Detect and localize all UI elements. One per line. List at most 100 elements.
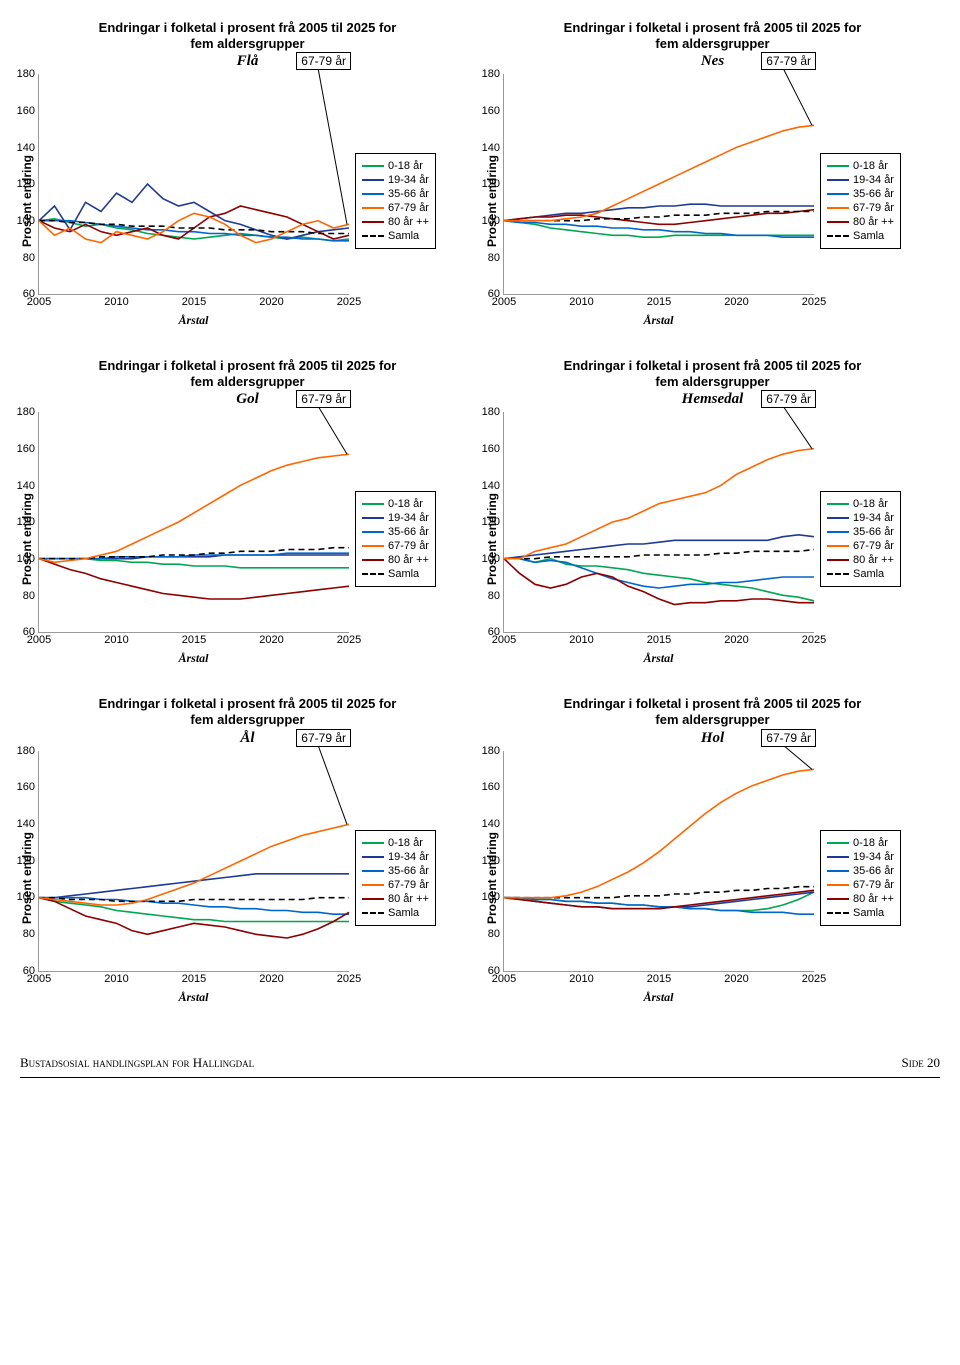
- legend-label: 19-34 år: [853, 512, 894, 524]
- chart-subtitle: Nes: [485, 53, 940, 70]
- legend-item: Samla: [362, 230, 429, 242]
- legend-label: 0-18 år: [853, 160, 888, 172]
- legend-item: 67-79 år: [827, 540, 894, 552]
- legend-item: Samla: [362, 907, 429, 919]
- y-tick: 80: [23, 252, 39, 264]
- x-axis-label: Årstal: [503, 313, 814, 328]
- legend-item: 80 år ++: [827, 893, 894, 905]
- y-axis-label: Prosent endring: [20, 832, 34, 924]
- callout-label: 67-79 år: [296, 390, 351, 408]
- x-axis-label: Årstal: [38, 651, 349, 666]
- x-tick: 2020: [259, 632, 283, 646]
- legend-label: 35-66 år: [388, 526, 429, 538]
- chart-title: Endringar i folketal i prosent frå 2005 …: [20, 696, 475, 727]
- legend-item: 19-34 år: [362, 174, 429, 186]
- y-axis-label: Prosent endring: [20, 155, 34, 247]
- legend-item: 19-34 år: [362, 512, 429, 524]
- y-tick: 140: [17, 480, 39, 492]
- legend-label: 0-18 år: [853, 837, 888, 849]
- x-axis-label: Årstal: [38, 313, 349, 328]
- legend-item: 0-18 år: [362, 498, 429, 510]
- legend-label: Samla: [853, 230, 884, 242]
- x-tick: 2010: [569, 632, 593, 646]
- y-tick: 180: [482, 68, 504, 80]
- chart-legend: 0-18 år19-34 år35-66 år67-79 år80 år ++S…: [355, 491, 436, 587]
- legend-label: 35-66 år: [388, 865, 429, 877]
- chart-panel-ål: Endringar i folketal i prosent frå 2005 …: [20, 696, 475, 1004]
- legend-label: 80 år ++: [388, 216, 429, 228]
- legend-item: 35-66 år: [362, 526, 429, 538]
- x-tick: 2005: [492, 971, 516, 985]
- legend-label: 0-18 år: [388, 498, 423, 510]
- x-tick: 2020: [724, 632, 748, 646]
- legend-item: 35-66 år: [827, 526, 894, 538]
- legend-item: 35-66 år: [827, 188, 894, 200]
- y-tick: 100: [17, 215, 39, 227]
- x-axis-label: Årstal: [503, 651, 814, 666]
- legend-item: 80 år ++: [827, 554, 894, 566]
- footer-page: Side 20: [902, 1055, 940, 1071]
- y-tick: 180: [17, 406, 39, 418]
- x-tick: 2025: [337, 971, 361, 985]
- chart-panel-gol: Endringar i folketal i prosent frå 2005 …: [20, 358, 475, 666]
- chart-title: Endringar i folketal i prosent frå 2005 …: [20, 358, 475, 389]
- legend-item: 0-18 år: [362, 837, 429, 849]
- legend-label: 0-18 år: [388, 837, 423, 849]
- chart-plot: 6080100120140160180 20052010201520202025…: [38, 74, 349, 295]
- legend-label: 67-79 år: [388, 202, 429, 214]
- legend-label: 0-18 år: [853, 498, 888, 510]
- x-axis-label: Årstal: [38, 990, 349, 1005]
- legend-item: 19-34 år: [362, 851, 429, 863]
- callout-label: 67-79 år: [761, 52, 816, 70]
- legend-label: Samla: [388, 230, 419, 242]
- legend-label: 19-34 år: [388, 174, 429, 186]
- legend-label: 80 år ++: [853, 893, 894, 905]
- chart-title: Endringar i folketal i prosent frå 2005 …: [485, 358, 940, 389]
- x-tick: 2010: [104, 632, 128, 646]
- y-tick: 180: [482, 745, 504, 757]
- chart-panel-nes: Endringar i folketal i prosent frå 2005 …: [485, 20, 940, 328]
- legend-item: 0-18 år: [827, 160, 894, 172]
- legend-item: Samla: [362, 568, 429, 580]
- x-tick: 2010: [569, 294, 593, 308]
- y-tick: 180: [17, 68, 39, 80]
- x-tick: 2025: [802, 971, 826, 985]
- x-tick: 2015: [647, 971, 671, 985]
- chart-plot: 6080100120140160180 20052010201520202025…: [38, 751, 349, 972]
- x-tick: 2020: [259, 971, 283, 985]
- legend-item: 19-34 år: [827, 851, 894, 863]
- legend-label: 67-79 år: [388, 879, 429, 891]
- chart-legend: 0-18 år 19-34 år 35-66 år 67-79 år 80 år ++ S…: [355, 830, 436, 926]
- y-tick: 160: [482, 105, 504, 117]
- y-tick: 160: [17, 781, 39, 793]
- chart-subtitle: Hemsedal: [485, 391, 940, 408]
- y-tick: 120: [17, 855, 39, 867]
- legend-label: Samla: [388, 568, 419, 580]
- chart-panel-hol: Endringar i folketal i prosent frå 2005 …: [485, 696, 940, 1004]
- legend-item: 80 år ++: [362, 893, 429, 905]
- callout-label: 67-79 år: [296, 52, 351, 70]
- legend-item: 67-79 år: [362, 202, 429, 214]
- x-tick: 2005: [492, 632, 516, 646]
- y-tick: 180: [482, 406, 504, 418]
- y-tick: 100: [482, 215, 504, 227]
- x-tick: 2020: [724, 971, 748, 985]
- chart-title: Endringar i folketal i prosent frå 2005 …: [485, 696, 940, 727]
- y-axis-label: Prosent endring: [20, 493, 34, 585]
- legend-label: 67-79 år: [853, 879, 894, 891]
- y-tick: 140: [482, 818, 504, 830]
- legend-item: 67-79 år: [827, 202, 894, 214]
- y-tick: 160: [17, 105, 39, 117]
- x-tick: 2015: [647, 632, 671, 646]
- x-tick: 2015: [182, 632, 206, 646]
- x-tick: 2010: [569, 971, 593, 985]
- y-tick: 80: [23, 928, 39, 940]
- x-tick: 2020: [724, 294, 748, 308]
- legend-label: 19-34 år: [853, 851, 894, 863]
- y-tick: 80: [488, 928, 504, 940]
- legend-item: Samla: [827, 230, 894, 242]
- chart-plot: 6080100120140160180 20052010201520202025…: [503, 412, 814, 633]
- x-tick: 2005: [27, 971, 51, 985]
- x-tick: 2015: [182, 294, 206, 308]
- legend-label: 80 år ++: [853, 554, 894, 566]
